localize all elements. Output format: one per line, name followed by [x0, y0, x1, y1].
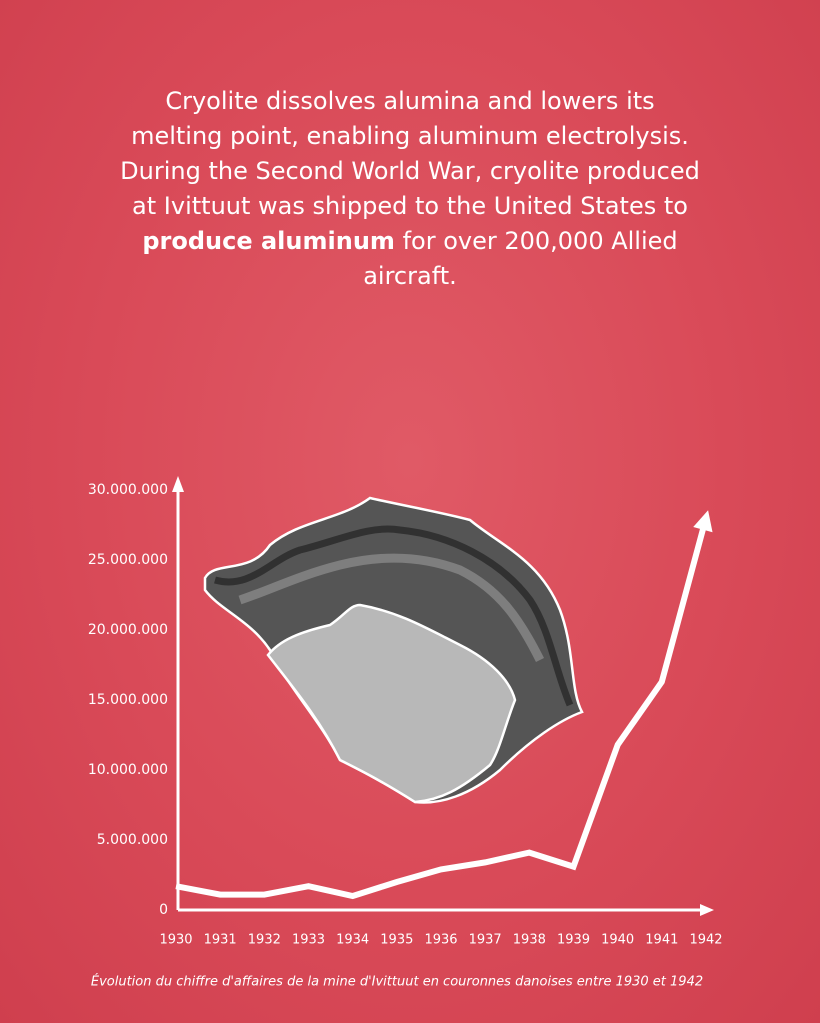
- data-line: [175, 517, 709, 900]
- x-tick-label: 1930: [159, 933, 192, 948]
- y-tick-label: 15.000.000: [88, 692, 168, 708]
- x-tick-label: 1938: [513, 933, 546, 948]
- intro-text: Cryolite dissolves alumina and lowers it…: [120, 84, 700, 294]
- x-tick-label: 1931: [204, 933, 237, 948]
- x-tick-label: 1942: [689, 933, 722, 948]
- outro: for over 200,000 Allied aircraft.: [363, 227, 678, 290]
- line-arrowhead: [693, 510, 713, 533]
- x-tick-label: 1935: [380, 933, 413, 948]
- y-axis-arrow: [172, 476, 184, 492]
- highlight: produce aluminum: [142, 227, 395, 255]
- intro: Cryolite dissolves alumina and lowers it…: [120, 87, 700, 220]
- x-tick-label: 1940: [601, 933, 634, 948]
- x-tick-label: 1936: [424, 933, 457, 948]
- caption: Évolution du chiffre d'affaires de la mi…: [91, 974, 703, 990]
- x-axis-arrow: [700, 904, 714, 916]
- y-tick-label: 30.000.000: [88, 482, 168, 498]
- y-tick-label: 0: [159, 902, 168, 918]
- mineral-illustration: [203, 496, 584, 804]
- x-tick-label: 1934: [336, 933, 369, 948]
- x-tick-label: 1941: [645, 933, 678, 948]
- y-tick-label: 10.000.000: [88, 762, 168, 778]
- y-tick-label: 20.000.000: [88, 622, 168, 638]
- x-tick-label: 1939: [557, 933, 590, 948]
- x-tick-label: 1933: [292, 933, 325, 948]
- y-tick-label: 25.000.000: [88, 552, 168, 568]
- x-tick-label: 1932: [248, 933, 281, 948]
- y-tick-label: 5.000.000: [97, 832, 168, 848]
- x-tick-label: 1937: [469, 933, 502, 948]
